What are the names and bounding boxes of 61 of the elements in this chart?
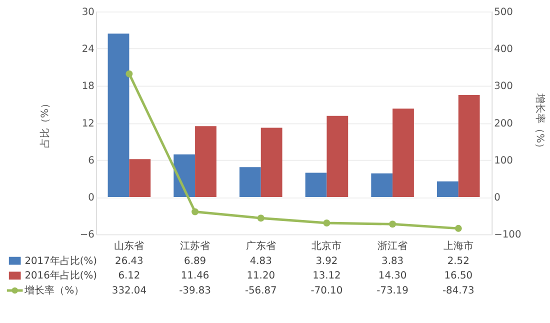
- x-tick-label: 山东省: [114, 240, 144, 252]
- point: [454, 224, 462, 232]
- x-tick-label: 上海市: [443, 240, 474, 252]
- x-tick-label: 北京市: [312, 240, 342, 252]
- bar: [326, 116, 348, 197]
- point: [389, 220, 396, 228]
- y2-tick-label: 0: [494, 192, 500, 204]
- data-label: 6.89: [184, 256, 206, 267]
- bar: [174, 154, 196, 197]
- data-label: 3.83: [382, 256, 404, 267]
- point: [192, 208, 199, 216]
- y2-tick-label: 400: [494, 44, 513, 56]
- bar: [305, 172, 327, 197]
- y-tick-label: −6: [80, 230, 94, 241]
- y-tick-label: 12: [82, 118, 94, 130]
- bar: [129, 159, 151, 197]
- bar: [239, 167, 261, 197]
- point: [323, 220, 330, 226]
- y-tick-label: 24: [82, 44, 94, 56]
- bar: [392, 108, 414, 197]
- data-label: -73.19: [376, 285, 408, 296]
- y2-tick-label: −100: [494, 230, 522, 241]
- data-label: 26.43: [115, 256, 144, 267]
- x-tick-label: 广东省: [246, 240, 276, 252]
- data-label: 4.83: [250, 256, 272, 267]
- data-label: 3.92: [316, 256, 338, 267]
- data-label: 14.30: [378, 270, 407, 282]
- data-label: -70.10: [310, 285, 343, 296]
- y2-axis-title: 增长率（%）: [534, 92, 546, 153]
- y2-tick-label: 100: [494, 155, 513, 166]
- data-label: -56.87: [244, 285, 277, 296]
- y-tick-label: 18: [82, 81, 94, 92]
- data-label: 13.12: [312, 270, 341, 282]
- y2-tick-label: 500: [494, 6, 513, 18]
- point: [126, 70, 133, 78]
- bar: [108, 34, 130, 197]
- y2-tick-label: 200: [494, 118, 513, 130]
- data-label: -84.73: [442, 285, 474, 296]
- data-label: -39.83: [179, 285, 211, 296]
- y-tick-label: 6: [88, 155, 94, 166]
- data-label: 11.20: [246, 270, 276, 282]
- x-tick-label: 浙江省: [378, 240, 408, 252]
- data-label: 16.50: [444, 270, 473, 282]
- data-label: 2.52: [447, 256, 470, 267]
- legend-label: 2017年占比(%): [24, 254, 97, 267]
- data-label: 11.46: [180, 270, 210, 282]
- x-tick-label: 江苏省: [180, 240, 210, 252]
- y-axis-title: 占比（%）: [39, 98, 52, 148]
- bar: [458, 94, 480, 197]
- bar: [195, 126, 216, 197]
- bar: [436, 181, 458, 197]
- y-tick-label: 0: [88, 192, 94, 204]
- legend-label: 2016年占比(%): [24, 270, 97, 282]
- bar: [260, 128, 282, 197]
- point: [257, 214, 264, 222]
- y-tick-label: 30: [82, 6, 94, 18]
- legend-label: 增长率（%）: [24, 284, 84, 296]
- data-label: 6.12: [118, 270, 140, 282]
- y2-tick-label: 300: [494, 81, 513, 92]
- bar: [371, 173, 393, 197]
- data-label: 332.04: [112, 285, 146, 296]
